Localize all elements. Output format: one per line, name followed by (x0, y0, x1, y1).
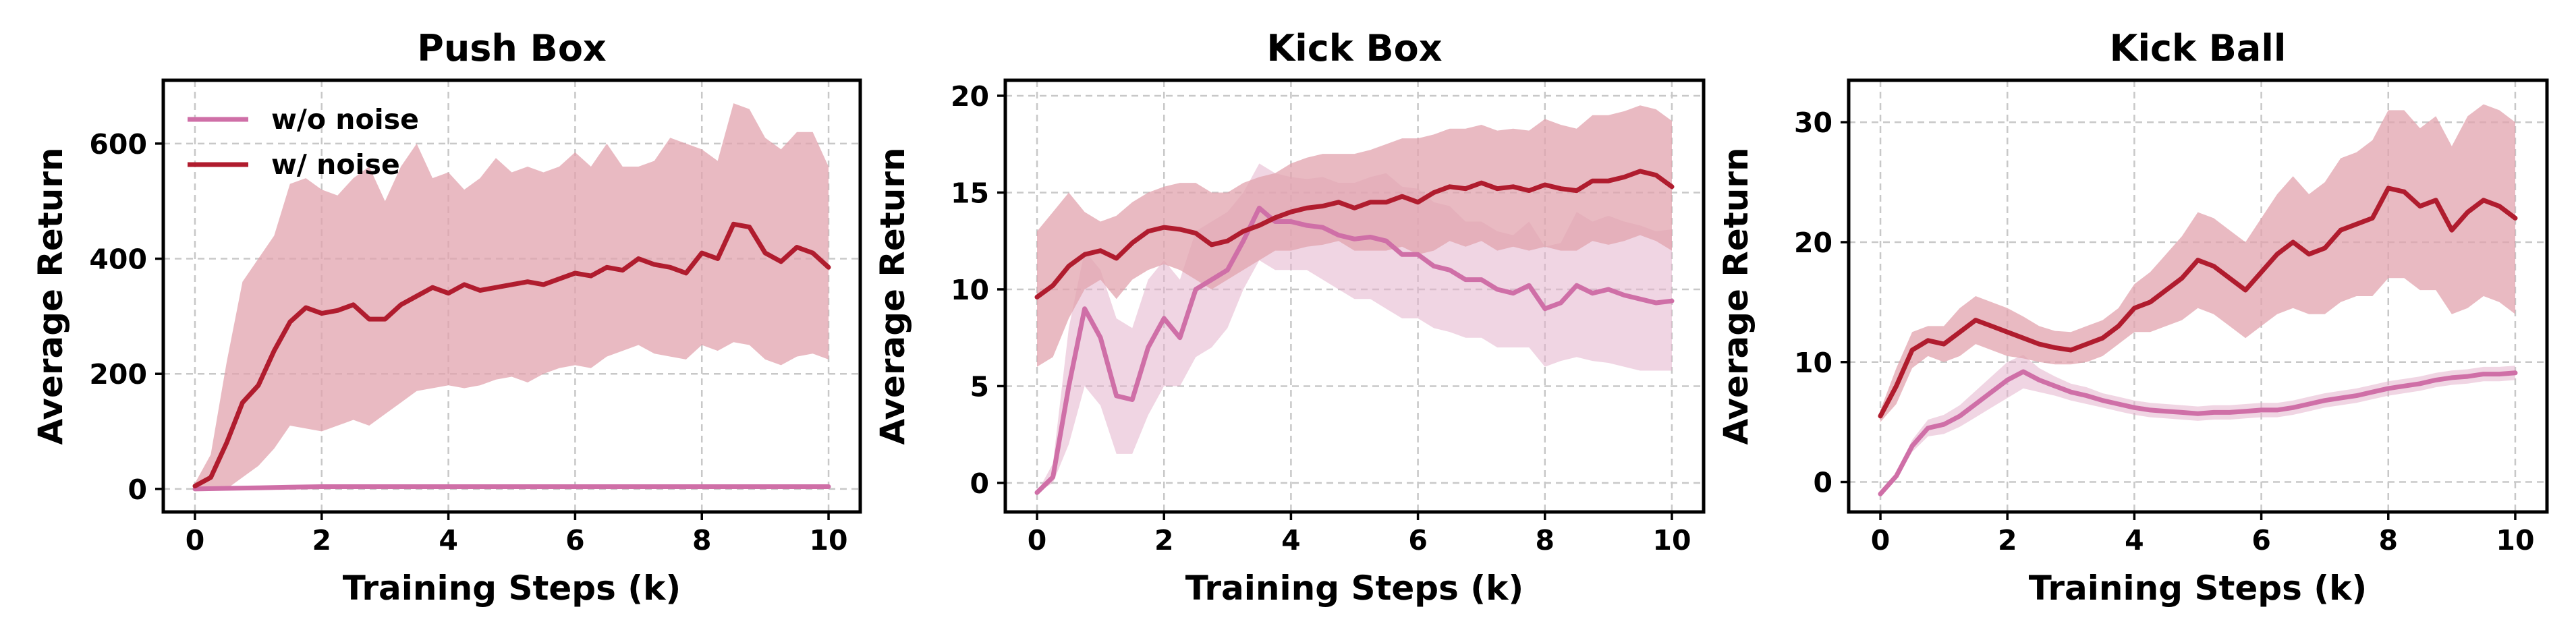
band-w-noise (1037, 105, 1672, 367)
y-tick-label: 30 (1794, 107, 1832, 139)
x-tick-label: 2 (1998, 524, 2017, 556)
x-tick-label: 6 (1408, 524, 1428, 556)
x-tick-label: 0 (186, 524, 205, 556)
x-tick-label: 8 (2379, 524, 2399, 556)
panel-kick-box: 0 2 4 6 8 10 0 5 10 15 20 Kick Box Training Steps (k… (873, 27, 1706, 608)
chart-title: Push Box (417, 27, 607, 69)
x-tick-label: 10 (810, 524, 848, 556)
x-axis-label: Training Steps (k) (2029, 569, 2367, 608)
x-tick-label: 10 (2496, 524, 2534, 556)
y-tick-label: 600 (89, 128, 147, 161)
legend-entry: w/o noise (271, 103, 419, 136)
x-axis-label: Training Steps (k) (343, 569, 681, 608)
series-line-w-noise (192, 221, 831, 489)
plot-area (1878, 104, 2518, 496)
axes-frame (161, 78, 862, 514)
y-axis-label: Average Return (873, 147, 912, 445)
y-tick-label: 15 (951, 177, 989, 209)
axes-frame (1847, 78, 2549, 514)
x-tick-label: 4 (439, 524, 458, 556)
x-tick-label: 10 (1652, 524, 1691, 556)
x-tick-label: 4 (1281, 524, 1301, 556)
y-tick-label: 400 (89, 244, 147, 276)
y-tick-label: 20 (1794, 227, 1832, 259)
plot-area (192, 103, 831, 492)
series-line-w-noise (1878, 185, 2518, 419)
band-w-o-noise (1880, 355, 2515, 494)
chart-title: Kick Box (1266, 27, 1442, 69)
x-tick-label: 2 (1154, 524, 1174, 556)
y-tick-label: 10 (951, 274, 989, 306)
x-axis-label: Training Steps (k) (1185, 569, 1523, 608)
series-line-w-o-noise (192, 484, 831, 492)
y-tick-label: 10 (1794, 347, 1832, 379)
band-w-noise (195, 103, 829, 489)
y-tick-label: 5 (970, 370, 989, 403)
y-axis-label: Average Return (1716, 147, 1756, 445)
legend: w/o noise w/ noise (188, 103, 419, 181)
plot-area (1034, 105, 1675, 495)
chart-title: Kick Ball (2110, 27, 2287, 69)
series-line-w-o-noise (1878, 369, 2518, 496)
panel-push-box: 0 2 4 6 8 10 0 200 400 600 Push Box Training Steps … (31, 27, 862, 608)
axes-frame (1003, 78, 1706, 514)
x-tick-label: 8 (1536, 524, 1555, 556)
y-tick-label: 0 (128, 474, 147, 506)
y-tick-label: 200 (89, 358, 147, 391)
series-line-w-noise (1034, 169, 1675, 299)
series-line-w-o-noise (1034, 205, 1675, 495)
x-tick-label: 4 (2125, 524, 2144, 556)
y-axis-label: Average Return (31, 147, 70, 445)
x-tick-label: 8 (692, 524, 712, 556)
x-tick-label: 0 (1028, 524, 1047, 556)
panel-kick-ball: 0 2 4 6 8 10 0 10 20 30 Kick Ball Training Steps (k… (1716, 27, 2549, 608)
x-tick-label: 6 (565, 524, 585, 556)
x-tick-label: 6 (2251, 524, 2271, 556)
y-tick-label: 0 (1813, 467, 1832, 499)
x-tick-label: 0 (1871, 524, 1891, 556)
y-tick-label: 0 (970, 467, 989, 500)
y-tick-label: 20 (951, 80, 989, 113)
legend-entry: w/ noise (271, 148, 400, 181)
x-tick-label: 2 (312, 524, 332, 556)
